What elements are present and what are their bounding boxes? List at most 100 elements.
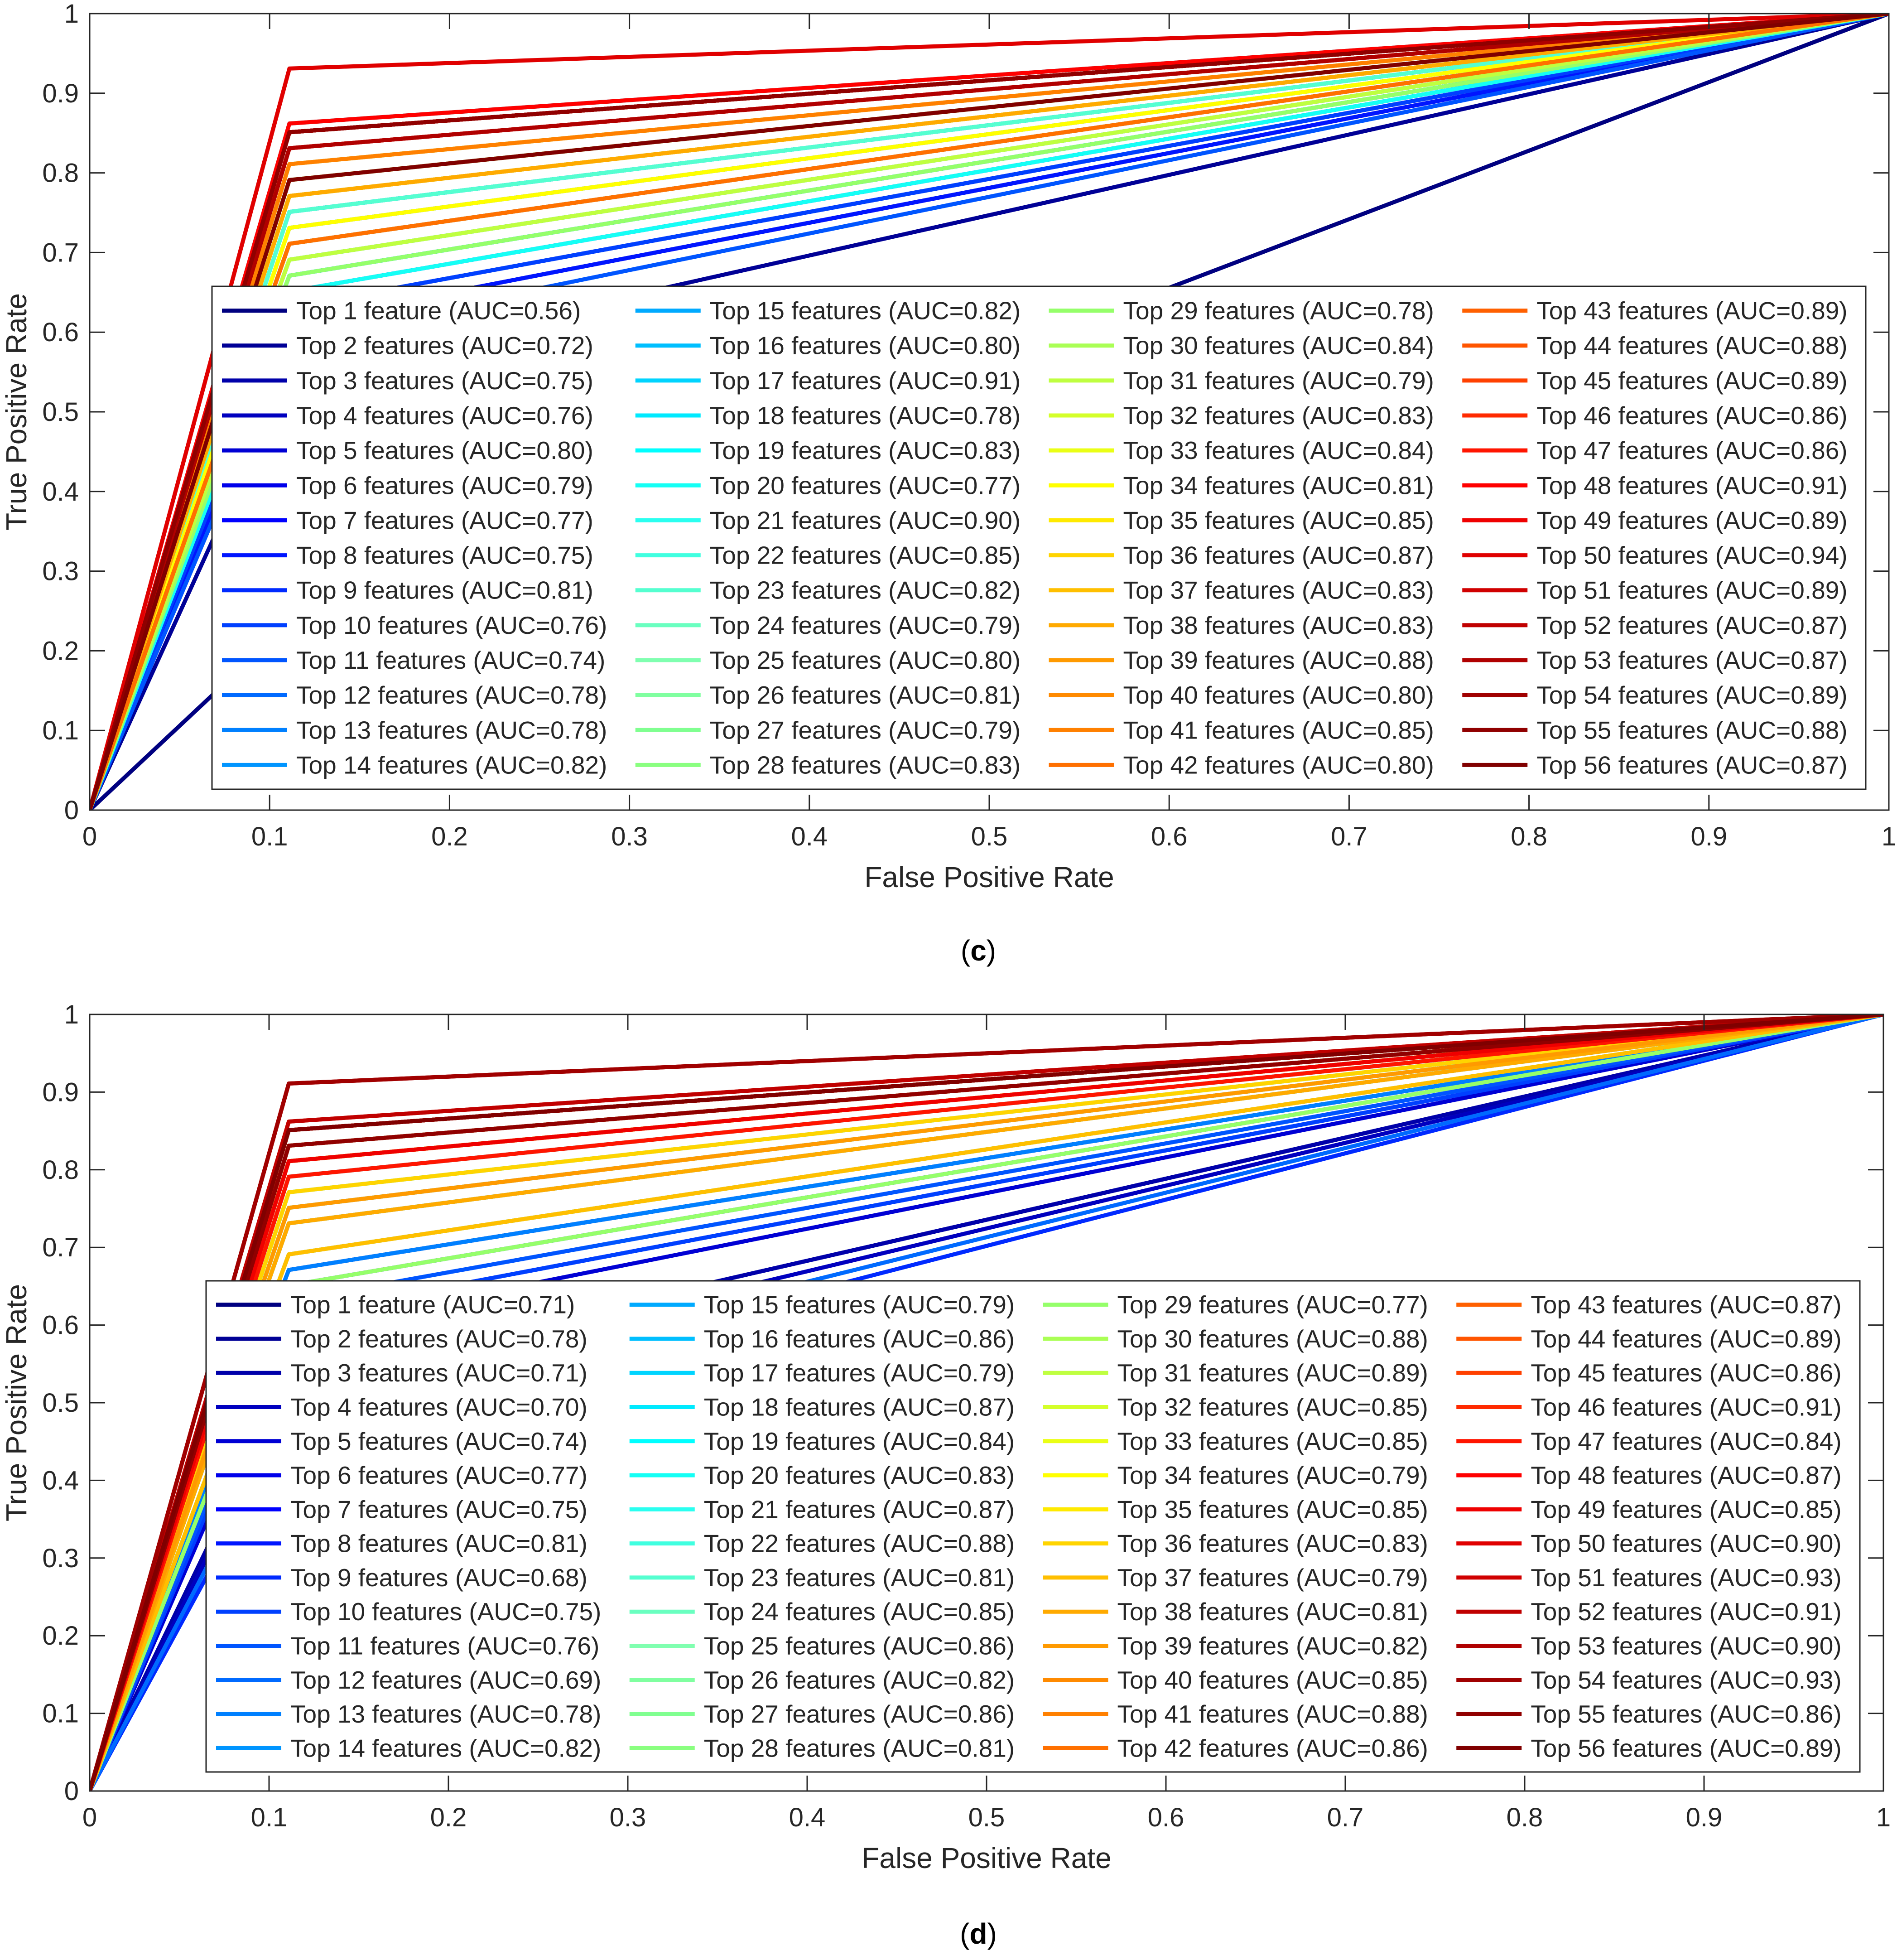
legend-label: Top 31 features (AUC=0.79) <box>1123 367 1434 395</box>
panel-caption: (c) <box>961 934 996 967</box>
legend-item: Top 11 features (AUC=0.76) <box>216 1632 599 1660</box>
legend-label: Top 56 features (AUC=0.87) <box>1536 751 1847 779</box>
legend: Top 1 feature (AUC=0.56) Top 2 features (… <box>211 285 1867 790</box>
legend-label: Top 37 features (AUC=0.83) <box>1123 576 1434 604</box>
legend-label: Top 30 features (AUC=0.88) <box>1117 1325 1428 1353</box>
legend-item: Top 7 features (AUC=0.77) <box>222 506 593 534</box>
legend-label: Top 43 features (AUC=0.89) <box>1536 297 1847 325</box>
legend-item: Top 24 features (AUC=0.85) <box>629 1598 1015 1626</box>
legend-label: Top 6 features (AUC=0.77) <box>290 1461 587 1489</box>
x-tick-label: 0.5 <box>971 822 1008 851</box>
legend-item: Top 30 features (AUC=0.84) <box>1049 332 1434 360</box>
legend-item: Top 47 features (AUC=0.84) <box>1456 1427 1842 1455</box>
legend-label: Top 44 features (AUC=0.88) <box>1536 332 1847 360</box>
legend-item: Top 46 features (AUC=0.86) <box>1462 401 1848 430</box>
legend-item: Top 8 features (AUC=0.81) <box>216 1530 587 1558</box>
panel-d: 0 0.1 0.2 0.3 0.4 0.5 0.6 0.7 0.8 0.9 1 0 0.1 0.2 0.3 0… <box>0 1000 1891 1950</box>
x-tick-label: 0 <box>82 1803 97 1832</box>
legend-label: Top 9 features (AUC=0.81) <box>296 576 593 604</box>
roc-curve <box>90 14 1889 810</box>
legend-item: Top 34 features (AUC=0.81) <box>1049 471 1434 499</box>
legend-item: Top 48 features (AUC=0.87) <box>1456 1461 1842 1489</box>
y-tick-label: 1 <box>64 1000 79 1029</box>
legend-label: Top 47 features (AUC=0.84) <box>1531 1427 1841 1455</box>
x-tick-label: 0.4 <box>791 822 828 851</box>
y-tick-label: 0.9 <box>42 79 79 108</box>
y-tick-label: 0.4 <box>42 1466 79 1495</box>
legend-item: Top 49 features (AUC=0.85) <box>1456 1495 1842 1523</box>
legend-item: Top 54 features (AUC=0.89) <box>1462 681 1848 709</box>
x-tick-label: 0 <box>82 822 97 851</box>
legend-item: Top 36 features (AUC=0.87) <box>1049 541 1434 570</box>
legend-item: Top 28 features (AUC=0.83) <box>635 751 1021 779</box>
legend-item: Top 12 features (AUC=0.69) <box>216 1666 601 1694</box>
legend-label: Top 25 features (AUC=0.80) <box>710 646 1021 674</box>
legend-label: Top 21 features (AUC=0.90) <box>710 506 1021 534</box>
legend-label: Top 32 features (AUC=0.83) <box>1123 401 1434 430</box>
legend-label: Top 33 features (AUC=0.85) <box>1117 1427 1428 1455</box>
legend-label: Top 35 features (AUC=0.85) <box>1123 506 1434 534</box>
caption-close-paren: ) <box>987 1917 997 1950</box>
legend-item: Top 10 features (AUC=0.76) <box>222 611 607 639</box>
roc-curve <box>90 14 1889 810</box>
caption-open-paren: ( <box>960 1917 969 1950</box>
legend-item: Top 5 features (AUC=0.80) <box>222 436 593 464</box>
x-tick-label: 0.6 <box>1151 822 1188 851</box>
legend-item: Top 6 features (AUC=0.77) <box>216 1461 587 1489</box>
x-axis-label: False Positive Rate <box>864 861 1114 893</box>
legend-label: Top 8 features (AUC=0.75) <box>296 541 593 570</box>
legend-label: Top 40 features (AUC=0.85) <box>1117 1666 1428 1694</box>
roc-curve <box>90 1014 1883 1791</box>
legend-label: Top 50 features (AUC=0.94) <box>1536 541 1847 570</box>
legend-label: Top 8 features (AUC=0.81) <box>290 1530 587 1558</box>
legend-label: Top 10 features (AUC=0.75) <box>290 1598 601 1626</box>
legend-item: Top 31 features (AUC=0.79) <box>1049 367 1434 395</box>
legend-label: Top 22 features (AUC=0.85) <box>710 541 1021 570</box>
legend-label: Top 43 features (AUC=0.87) <box>1531 1291 1841 1319</box>
legend-item: Top 27 features (AUC=0.79) <box>635 716 1021 744</box>
y-tick-label: 0 <box>64 796 79 825</box>
x-tick-label: 0.9 <box>1686 1803 1723 1832</box>
legend-item: Top 48 features (AUC=0.91) <box>1462 471 1848 499</box>
x-tick-label: 0.8 <box>1511 822 1547 851</box>
legend-item: Top 21 features (AUC=0.87) <box>629 1495 1015 1523</box>
legend-item: Top 38 features (AUC=0.81) <box>1043 1598 1428 1626</box>
legend-box <box>205 1280 1861 1773</box>
legend-item: Top 41 features (AUC=0.85) <box>1049 716 1434 744</box>
legend-item: Top 29 features (AUC=0.77) <box>1043 1291 1428 1319</box>
roc-curve <box>90 14 1889 810</box>
legend-label: Top 53 features (AUC=0.90) <box>1531 1632 1841 1660</box>
legend-label: Top 46 features (AUC=0.86) <box>1536 401 1847 430</box>
legend-item: Top 35 features (AUC=0.85) <box>1049 506 1434 534</box>
legend-item: Top 32 features (AUC=0.85) <box>1043 1393 1428 1421</box>
legend-item: Top 55 features (AUC=0.88) <box>1462 716 1848 744</box>
legend-item: Top 51 features (AUC=0.89) <box>1462 576 1848 604</box>
y-tick-label: 0.8 <box>42 1155 79 1185</box>
legend-item: Top 25 features (AUC=0.86) <box>629 1632 1015 1660</box>
legend-label: Top 23 features (AUC=0.81) <box>704 1564 1015 1592</box>
x-tick-label: 0.4 <box>789 1803 826 1832</box>
legend-label: Top 54 features (AUC=0.89) <box>1536 681 1847 709</box>
legend-item: Top 22 features (AUC=0.88) <box>629 1530 1015 1558</box>
legend-label: Top 4 features (AUC=0.70) <box>290 1393 587 1421</box>
x-tick-label: 0.6 <box>1148 1803 1184 1832</box>
legend-label: Top 27 features (AUC=0.79) <box>710 716 1021 744</box>
legend-item: Top 25 features (AUC=0.80) <box>635 646 1021 674</box>
legend-item: Top 13 features (AUC=0.78) <box>222 716 607 744</box>
legend-item: Top 50 features (AUC=0.90) <box>1456 1530 1842 1558</box>
legend-label: Top 52 features (AUC=0.87) <box>1536 611 1847 639</box>
y-tick-label: 0.7 <box>42 1233 79 1262</box>
legend-item: Top 53 features (AUC=0.90) <box>1456 1632 1842 1660</box>
legend-item: Top 35 features (AUC=0.85) <box>1043 1495 1428 1523</box>
x-tick-label: 0.2 <box>431 822 468 851</box>
legend-label: Top 50 features (AUC=0.90) <box>1531 1530 1841 1558</box>
legend-item: Top 16 features (AUC=0.86) <box>629 1325 1015 1353</box>
x-tick-label: 1 <box>1876 1803 1891 1832</box>
legend-label: Top 48 features (AUC=0.91) <box>1536 471 1847 499</box>
legend: Top 1 feature (AUC=0.71) Top 2 features (… <box>205 1280 1861 1773</box>
y-tick-label: 0.1 <box>42 1699 79 1728</box>
roc-curve <box>90 14 1889 810</box>
caption-letter: c <box>970 934 987 967</box>
legend-label: Top 4 features (AUC=0.76) <box>296 401 593 430</box>
